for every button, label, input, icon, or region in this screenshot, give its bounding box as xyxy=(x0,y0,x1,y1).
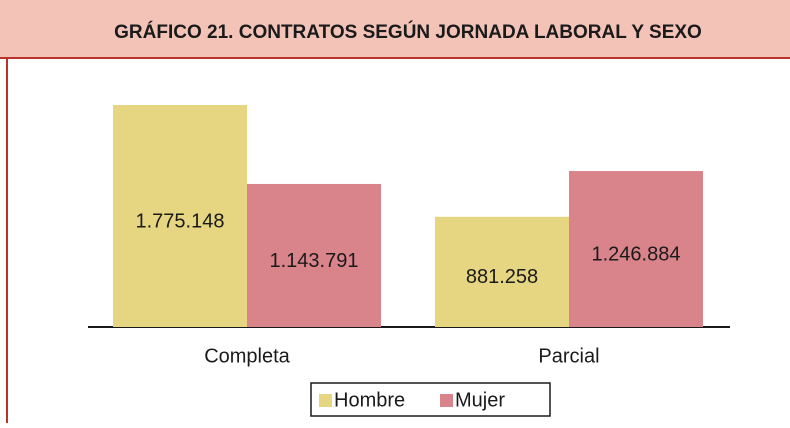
legend-label: Hombre xyxy=(334,389,405,411)
value-label: 1.775.148 xyxy=(136,210,225,232)
value-label: 1.246.884 xyxy=(592,243,681,265)
legend-swatch xyxy=(440,394,453,407)
bar xyxy=(435,216,569,327)
bar xyxy=(113,105,247,327)
title-bar xyxy=(0,0,790,58)
bar xyxy=(569,171,703,327)
chart-title: GRÁFICO 21. CONTRATOS SEGÚN JORNADA LABO… xyxy=(114,21,702,43)
value-label: 1.143.791 xyxy=(270,250,359,272)
legend-label: Mujer xyxy=(455,389,505,411)
x-tick-label: Parcial xyxy=(538,345,599,367)
legend-swatch xyxy=(319,394,332,407)
bar xyxy=(247,183,381,327)
legend xyxy=(310,382,551,417)
value-label: 881.258 xyxy=(466,266,538,288)
x-tick-label: Completa xyxy=(204,345,290,367)
